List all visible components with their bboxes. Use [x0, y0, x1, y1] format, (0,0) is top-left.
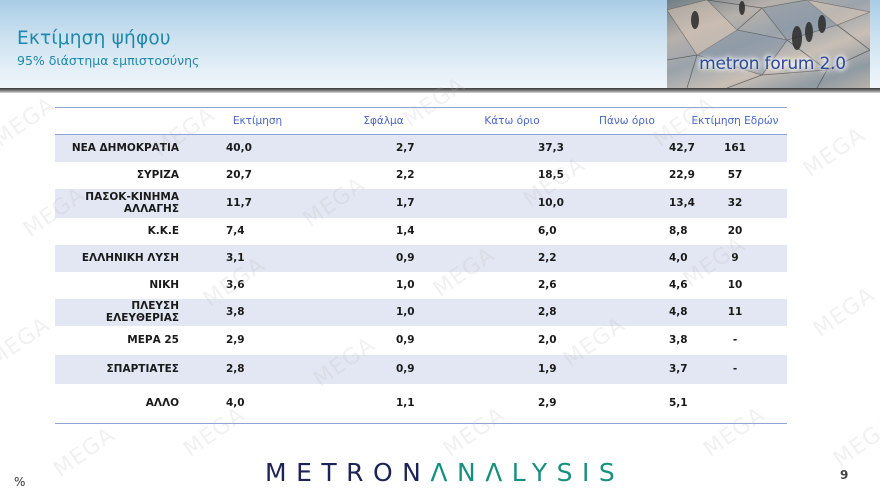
- lower-bound-value: 2,8: [538, 306, 557, 318]
- slide-subtitle: 95% διάστημα εμπιστοσύνης: [17, 53, 200, 68]
- watermark-text: MEGA: [49, 422, 120, 483]
- party-name: ΑΛΛΟ: [145, 397, 179, 410]
- party-name: ΝΕΑ ΔΗΜΟΚΡΑΤΙΑ: [71, 142, 179, 155]
- page-number: 9: [840, 468, 849, 482]
- lower-bound-value: 10,0: [538, 197, 564, 209]
- lower-bound-value: 1,9: [538, 363, 557, 375]
- column-header-party: [55, 108, 201, 135]
- table-row: ΣΥΡΙΖΑ 20,7 2,2 18,5 22,9 57: [55, 162, 787, 189]
- watermark-text: MEGA: [829, 412, 880, 473]
- logo-analysis-text: ΛNΛLYSIS: [430, 458, 625, 487]
- table-header-row: Εκτίμηση Σφάλμα Κάτω όριο Πάνω όριο Εκτί…: [55, 107, 787, 135]
- watermark-text: MEGA: [809, 282, 880, 343]
- table-row: Κ.Κ.Ε 7,4 1,4 6,0 8,8 20: [55, 218, 787, 245]
- table-row: ΣΠΑΡΤΙΑΤΕΣ 2,8 0,9 1,9 3,7 -: [55, 354, 787, 384]
- upper-bound-value: 4,8: [669, 306, 688, 318]
- slide-title: Εκτίμηση ψήφου: [17, 28, 171, 49]
- lower-bound-value: 2,9: [538, 397, 557, 410]
- estimate-value: 40,0: [226, 142, 252, 155]
- seats-value: 10: [727, 279, 743, 291]
- seats-value: 9: [731, 252, 739, 264]
- metron-forum-banner-image: metron forum 2.0: [667, 0, 870, 88]
- error-value: 1,7: [396, 197, 415, 209]
- table-row: ΝΙΚΗ 3,6 1,0 2,6 4,6 10: [55, 272, 787, 299]
- table-row: ΠΑΣΟΚ-ΚΙΝΗΜΑ ΑΛΛΑΓΗΣ 11,7 1,7 10,0 13,4 …: [55, 188, 787, 218]
- column-header-seat-estimate: Εκτίμηση Εδρών: [691, 115, 779, 127]
- upper-bound-value: 4,6: [669, 279, 688, 291]
- error-value: 0,9: [396, 334, 415, 346]
- estimate-value: 3,8: [226, 306, 245, 318]
- error-value: 1,0: [396, 306, 415, 318]
- estimate-value: 4,0: [226, 397, 245, 410]
- estimate-value: 20,7: [226, 169, 252, 181]
- upper-bound-value: 3,8: [669, 334, 688, 346]
- upper-bound-value: 3,7: [669, 363, 688, 375]
- table-row: ΝΕΑ ΔΗΜΟΚΡΑΤΙΑ 40,0 2,7 37,3 42,7 161: [55, 134, 787, 162]
- seats-value: 20: [727, 225, 743, 237]
- error-value: 1,1: [396, 397, 415, 410]
- lower-bound-value: 2,6: [538, 279, 557, 291]
- party-name: ΣΠΑΡΤΙΑΤΕΣ: [106, 363, 180, 375]
- column-header-lower-bound: Κάτω όριο: [484, 115, 540, 127]
- error-value: 0,9: [396, 363, 415, 375]
- party-name: ΝΙΚΗ: [149, 279, 179, 291]
- seats-value: [683, 384, 787, 424]
- seats-value: 57: [727, 169, 743, 181]
- upper-bound-value: 42,7: [669, 142, 695, 155]
- estimate-value: 7,4: [226, 225, 245, 237]
- lower-bound-value: 18,5: [538, 169, 564, 181]
- error-value: 0,9: [396, 252, 415, 264]
- table-row: ΜΕΡΑ 25 2,9 0,9 2,0 3,8 -: [55, 326, 787, 355]
- column-header-error: Σφάλμα: [363, 115, 404, 127]
- party-name: ΠΑΣΟΚ-ΚΙΝΗΜΑ ΑΛΛΑΓΗΣ: [85, 191, 179, 215]
- unit-label: %: [14, 475, 26, 489]
- estimate-value: 3,6: [226, 279, 245, 291]
- seats-value: -: [732, 363, 738, 375]
- seats-value: 161: [724, 142, 746, 155]
- seats-value: 32: [727, 197, 743, 209]
- error-value: 2,7: [396, 142, 415, 155]
- error-value: 1,0: [396, 279, 415, 291]
- upper-bound-value: 13,4: [669, 197, 695, 209]
- party-name: Κ.Κ.Ε: [147, 225, 179, 237]
- column-header-estimate: Εκτίμηση: [232, 115, 283, 127]
- lower-bound-value: 6,0: [538, 225, 557, 237]
- error-value: 1,4: [396, 225, 415, 237]
- lower-bound-value: 2,2: [538, 252, 557, 264]
- upper-bound-value: 8,8: [669, 225, 688, 237]
- logo-metron-text: METRON: [265, 458, 431, 487]
- party-name: ΠΛΕΥΣΗ ΕΛΕΥΘΕΡΙΑΣ: [105, 300, 179, 324]
- estimate-value: 2,9: [226, 334, 245, 346]
- upper-bound-value: 4,0: [669, 252, 688, 264]
- metron-analysis-logo: METRONΛNΛLYSIS: [265, 458, 625, 487]
- banner-caption: metron forum 2.0: [699, 54, 846, 74]
- seats-value: -: [732, 334, 738, 346]
- estimate-value: 3,1: [226, 252, 245, 264]
- party-name: ΜΕΡΑ 25: [127, 334, 179, 346]
- table-row: ΠΛΕΥΣΗ ΕΛΕΥΘΕΡΙΑΣ 3,8 1,0 2,8 4,8 11: [55, 298, 787, 326]
- estimate-value: 2,8: [226, 363, 245, 375]
- table-row: ΑΛΛΟ 4,0 1,1 2,9 5,1: [55, 384, 787, 424]
- lower-bound-value: 37,3: [538, 142, 564, 155]
- estimate-value: 11,7: [226, 197, 252, 209]
- watermark-text: MEGA: [0, 92, 60, 153]
- watermark-text: MEGA: [799, 122, 870, 183]
- seats-value: 11: [727, 306, 743, 318]
- header-divider: [0, 88, 880, 93]
- column-header-upper-bound: Πάνω όριο: [599, 115, 655, 127]
- vote-estimate-table: Εκτίμηση Σφάλμα Κάτω όριο Πάνω όριο Εκτί…: [55, 107, 787, 424]
- party-name: ΣΥΡΙΖΑ: [136, 169, 179, 181]
- geometric-facade-icon: [667, 0, 870, 88]
- lower-bound-value: 2,0: [538, 334, 557, 346]
- party-name: ΕΛΛΗΝΙΚΗ ΛΥΣΗ: [81, 252, 179, 264]
- table-row: ΕΛΛΗΝΙΚΗ ΛΥΣΗ 3,1 0,9 2,2 4,0 9: [55, 244, 787, 272]
- upper-bound-value: 22,9: [669, 169, 695, 181]
- upper-bound-value: 5,1: [669, 397, 688, 410]
- watermark-text: MEGA: [0, 312, 55, 373]
- error-value: 2,2: [396, 169, 415, 181]
